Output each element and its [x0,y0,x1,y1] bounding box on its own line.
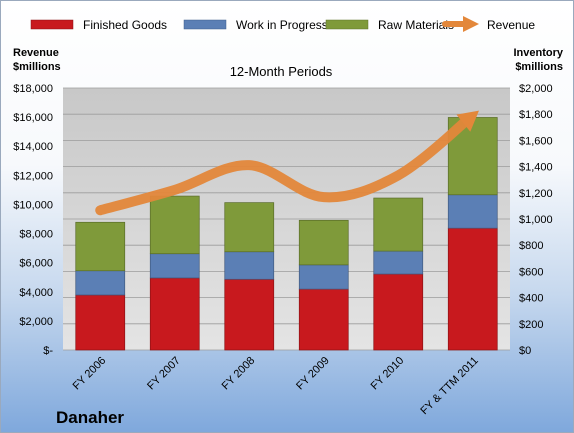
left-axis-title-line1: Revenue [13,47,59,59]
x-tick-label-fy-2008: FY 2008 [220,355,258,393]
company-name: Danaher [56,408,124,427]
bar-work-in-progress-fy-2008 [224,251,275,280]
bar-raw-materials-fy-2007 [149,195,200,255]
bar-raw-materials-fy-2008 [224,202,275,253]
bar-finished-goods-fy-ttm-2011 [447,227,498,351]
chart-subtitle: 12-Month Periods [230,64,333,79]
left-axis-ticks: $- $2,000 $4,000 $6,000 $8,000 $10,000 $12,000… [13,83,53,357]
right-tick-label: $1,600 [519,135,553,147]
x-tick-label-fy-2007: FY 2007 [145,355,183,393]
right-tick-label: $600 [519,266,543,278]
bar-finished-goods-fy-2010 [373,273,424,351]
bar-raw-materials-fy-2009 [298,219,349,266]
legend-label-finished-goods: Finished Goods [83,18,167,32]
left-tick-label: $14,000 [13,141,53,153]
left-tick-label: $18,000 [13,83,53,95]
right-axis-ticks: $0 $200 $400 $600 $800 $1,000 $1,200 $1,400 $1,6… [519,83,553,357]
left-tick-label: $6,000 [19,258,53,270]
right-axis-title-line2: $millions [515,61,563,73]
bar-work-in-progress-fy-2006 [75,270,126,296]
bar-work-in-progress-fy-ttm-2011 [447,194,498,229]
right-tick-label: $1,400 [519,162,553,174]
bar-finished-goods-fy-2009 [298,288,349,351]
bar-raw-materials-fy-2006 [75,221,126,272]
right-tick-label: $200 [519,319,543,331]
bar-work-in-progress-fy-2009 [298,264,349,290]
legend: Finished Goods Work in Progress Raw Mate… [30,16,535,32]
right-tick-label: $2,000 [519,83,553,95]
legend-arrow-revenue [442,16,479,32]
right-tick-label: $1,800 [519,109,553,121]
legend-label-revenue: Revenue [487,18,535,32]
left-tick-label: $10,000 [13,199,53,211]
bar-finished-goods-fy-2008 [224,278,275,351]
bar-work-in-progress-fy-2007 [149,253,200,279]
right-axis-title-line1: Inventory [513,47,563,59]
left-tick-label: $8,000 [19,229,53,241]
left-tick-label: $16,000 [13,112,53,124]
legend-label-work-in-progress: Work in Progress [236,18,328,32]
gridlines [63,87,510,351]
legend-swatch-work-in-progress [183,19,227,30]
left-tick-label: $12,000 [13,170,53,182]
legend-swatch-raw-materials [325,19,369,30]
x-tick-label-fy-2009: FY 2009 [294,355,332,393]
left-tick-label: $4,000 [19,287,53,299]
bar-work-in-progress-fy-2010 [373,250,424,275]
revenue-line-path [95,116,470,216]
right-tick-label: $800 [519,240,543,252]
legend-swatch-finished-goods [30,19,74,30]
x-axis-ticks: FY 2006 FY 2007 FY 2008 FY 2009 FY 2010 FY & … [71,355,481,418]
right-tick-label: $1,200 [519,188,553,200]
bar-raw-materials-fy-2010 [373,197,424,252]
left-tick-label: $- [43,345,53,357]
x-tick-label-fy-2010: FY 2010 [369,355,407,393]
x-tick-label-fy-2006: FY 2006 [71,355,109,393]
right-tick-label: $1,000 [519,214,553,226]
bar-finished-goods-fy-2007 [149,277,200,351]
x-tick-label-fy-ttm-2011: FY & TTM 2011 [418,355,481,418]
bar-finished-goods-fy-2006 [75,294,126,351]
bars [75,117,498,351]
left-axis-title-line2: $millions [13,61,61,73]
right-tick-label: $0 [519,345,531,357]
legend-label-raw-materials: Raw Materials [378,18,454,32]
revenue-arrowhead [456,110,479,132]
left-tick-label: $2,000 [19,316,53,328]
revenue-line [95,110,479,216]
right-tick-label: $400 [519,293,543,305]
